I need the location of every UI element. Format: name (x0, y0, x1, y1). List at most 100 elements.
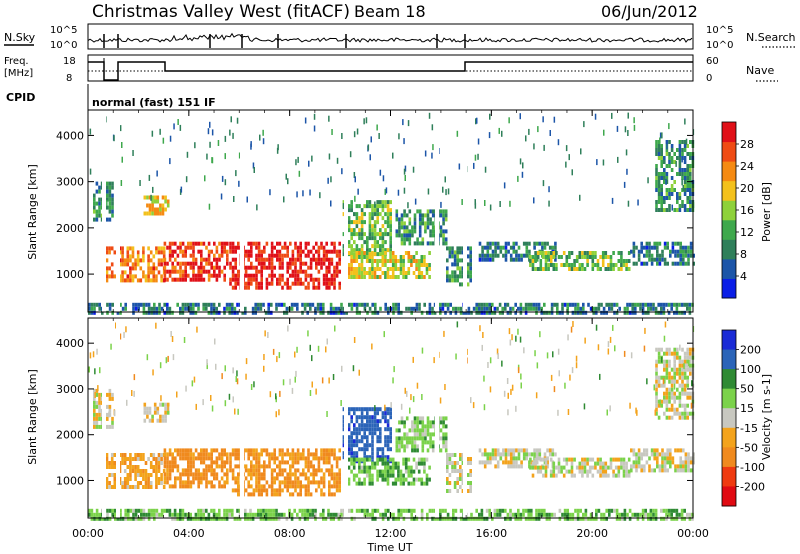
echo-cell (478, 241, 482, 246)
echo-cell (270, 516, 273, 521)
echo-cell (586, 259, 589, 263)
echo-cell (176, 452, 180, 457)
echo-cell (660, 310, 663, 315)
velocity-colorbar-band (722, 427, 736, 448)
echo-cell (381, 415, 385, 420)
echo-cell (263, 472, 266, 477)
echo-cell (111, 420, 114, 425)
echo-cell (391, 481, 395, 486)
echo-cell (666, 448, 669, 453)
echo-cell (268, 273, 271, 278)
echo-cell (360, 275, 364, 279)
echo-cell (146, 203, 149, 208)
echo-cell (106, 193, 109, 198)
noise-cell (539, 331, 541, 338)
echo-cell (634, 306, 637, 311)
echo-cell (163, 310, 166, 315)
echo-cell (251, 306, 255, 311)
echo-cell (93, 424, 96, 429)
echo-cell (683, 188, 687, 192)
noise-cell (159, 128, 161, 135)
echo-cell (368, 455, 372, 460)
echo-cell (215, 245, 219, 250)
echo-cell (90, 516, 94, 521)
echo-cell (116, 516, 120, 521)
echo-cell (360, 224, 364, 229)
echo-cell (384, 271, 387, 275)
echo-cell (376, 407, 379, 412)
echo-cell (302, 468, 305, 473)
echo-cell (557, 457, 561, 462)
echo-cell (426, 217, 430, 222)
echo-cell (88, 302, 91, 307)
echo-cell (164, 195, 167, 200)
echo-cell (607, 267, 610, 271)
echo-cell (615, 302, 619, 307)
echo-cell (147, 246, 150, 251)
echo-cell (459, 246, 462, 251)
echo-cell (179, 480, 182, 485)
echo-cell (655, 180, 658, 184)
echo-cell (376, 455, 379, 460)
echo-cell (589, 512, 593, 517)
echo-cell (350, 439, 353, 444)
echo-cell (509, 452, 513, 457)
echo-cell (302, 452, 305, 457)
echo-cell (541, 245, 544, 250)
echo-cell (533, 448, 536, 453)
echo-cell (126, 473, 130, 477)
echo-cell (360, 469, 364, 474)
freq-label: Freq. (4, 56, 29, 67)
echo-cell (647, 302, 650, 307)
echo-cell (134, 266, 137, 271)
noise-cell (557, 409, 559, 416)
noise-cell (517, 367, 520, 374)
echo-cell (157, 246, 161, 251)
echo-cell (121, 306, 125, 311)
echo-cell (174, 257, 177, 262)
echo-cell (171, 249, 174, 254)
echo-cell (350, 232, 353, 237)
echo-cell (317, 285, 321, 290)
echo-cell (420, 461, 424, 466)
echo-cell (301, 310, 304, 315)
echo-cell (296, 448, 300, 453)
noise-cell (238, 152, 241, 159)
echo-cell (653, 448, 656, 453)
echo-cell (451, 270, 454, 275)
echo-cell (552, 255, 556, 259)
echo-cell (400, 420, 404, 425)
echo-cell (418, 233, 422, 238)
echo-cell (689, 456, 693, 461)
echo-cell (584, 516, 588, 521)
echo-cell (255, 245, 258, 250)
echo-cell (205, 456, 208, 461)
echo-cell (252, 468, 256, 473)
echo-cell (366, 415, 369, 420)
echo-cell (322, 472, 326, 477)
echo-cell (667, 310, 671, 315)
echo-cell (218, 464, 221, 469)
noise-cell (572, 321, 574, 327)
echo-cell (686, 411, 689, 416)
echo-cell (582, 306, 585, 311)
echo-cell (192, 265, 195, 270)
noise-cell (295, 159, 297, 166)
echo-cell (95, 388, 99, 393)
noise-cell (94, 392, 96, 398)
echo-cell (512, 460, 516, 465)
echo-cell (663, 180, 666, 184)
echo-cell (373, 228, 377, 233)
echo-cell (231, 273, 235, 278)
echo-cell (309, 306, 312, 311)
echo-cell (578, 263, 582, 267)
echo-cell (662, 310, 666, 315)
echo-cell (360, 232, 364, 237)
echo-cell (378, 473, 382, 478)
echo-cell (488, 306, 491, 311)
echo-cell (420, 271, 424, 275)
echo-cell (668, 140, 671, 144)
nsky-line (87, 32, 693, 43)
echo-cell (126, 258, 130, 263)
echo-cell (251, 512, 255, 517)
